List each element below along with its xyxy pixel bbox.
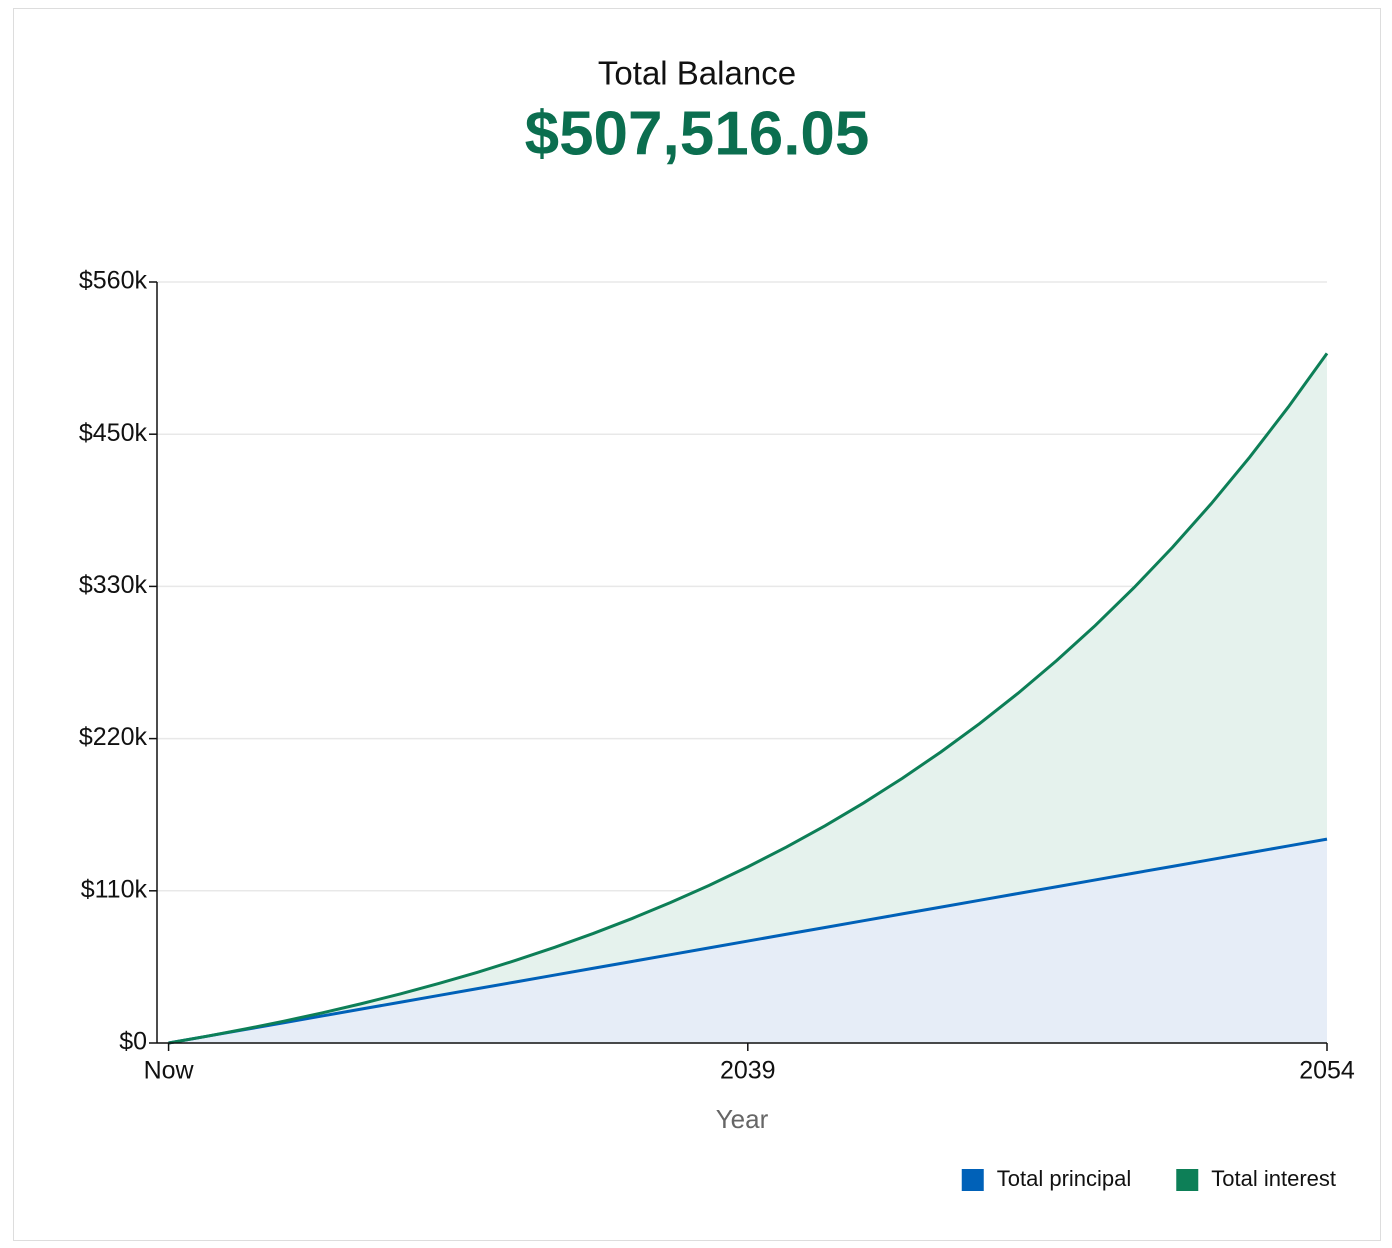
y-tick-label: $560k — [79, 267, 148, 295]
y-tick-label: $450k — [79, 419, 148, 447]
area — [168, 353, 1328, 1043]
x-axis-label: Year — [716, 1104, 769, 1134]
legend-swatch — [1176, 1169, 1199, 1191]
y-tick-label: $330k — [79, 571, 148, 599]
total-value: $507,516.05 — [525, 99, 870, 168]
y-tick-label: $110k — [81, 875, 148, 903]
x-tick-label: Now — [144, 1057, 195, 1085]
x-tick-label: 2054 — [1299, 1057, 1355, 1085]
y-tick-label: $0 — [119, 1028, 147, 1056]
chart-title: Total Balance — [598, 55, 796, 92]
legend-label: Total interest — [1211, 1166, 1336, 1191]
legend-swatch — [961, 1169, 984, 1191]
line — [168, 352, 1329, 1045]
legend-label: Total principal — [997, 1166, 1132, 1191]
line — [168, 837, 1328, 1045]
x-tick-label: 2039 — [720, 1057, 776, 1085]
y-tick-label: $220k — [79, 723, 148, 751]
